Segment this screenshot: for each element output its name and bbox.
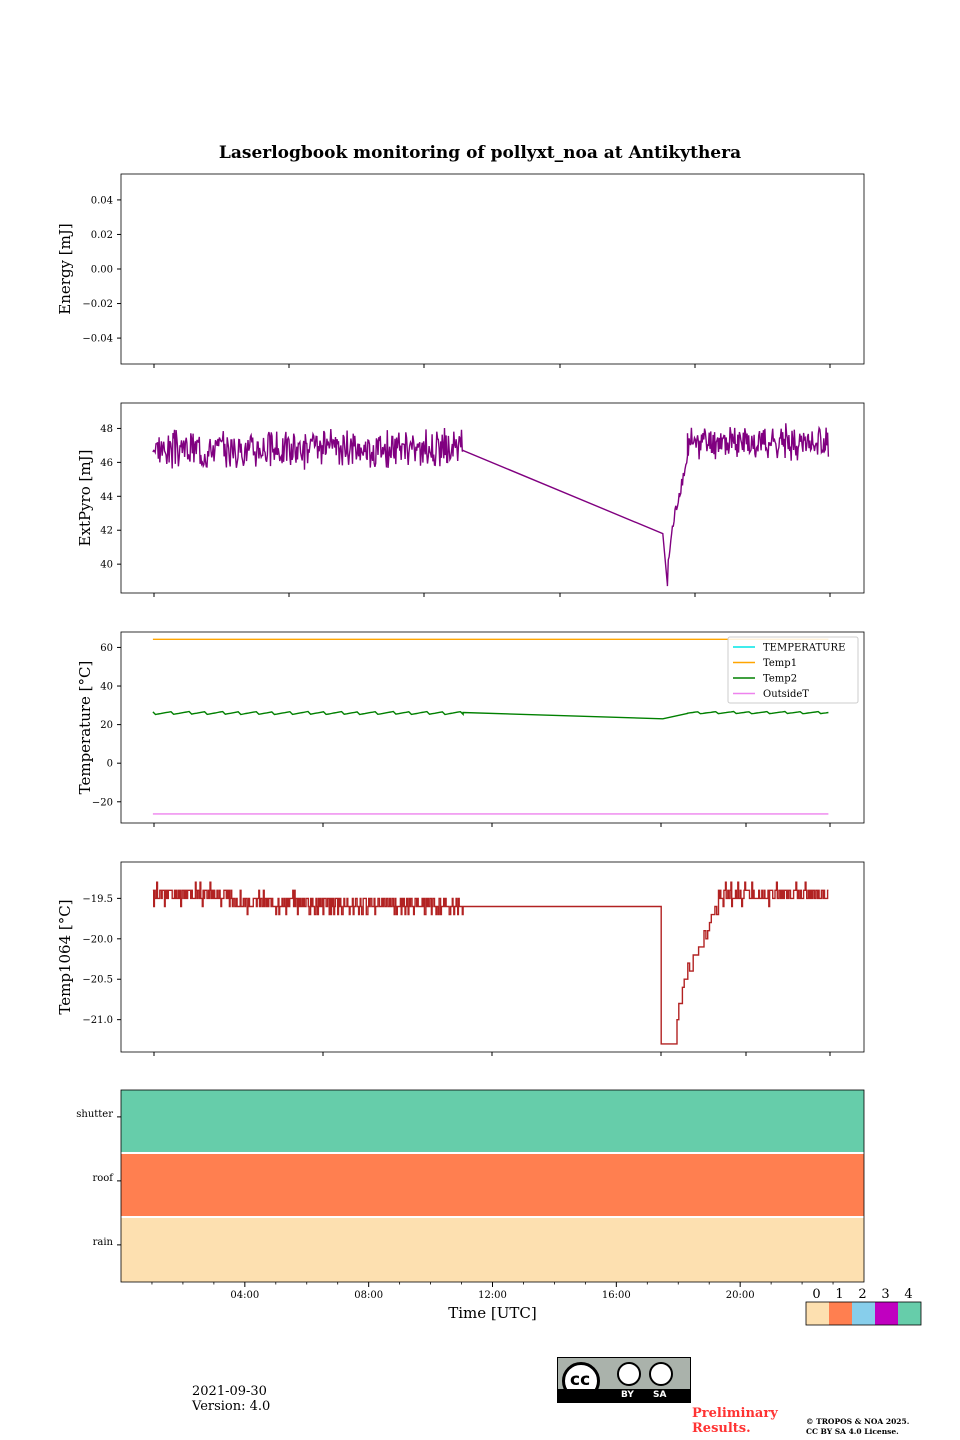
legend-box bbox=[727, 636, 859, 704]
preliminary-line1: Preliminary bbox=[692, 1406, 778, 1421]
plot-frame bbox=[120, 631, 865, 824]
ytick-label: 44 bbox=[100, 492, 113, 503]
preliminary-line2: Results. bbox=[692, 1421, 751, 1436]
colorbar-tick-label: 4 bbox=[904, 1287, 912, 1302]
panel-2: 40 42 44 46 48 ExtPyro [mJ] bbox=[76, 402, 865, 597]
legend-label-temp2: Temp2 bbox=[763, 674, 797, 685]
yaxis-label: Temperature [°C] bbox=[76, 661, 94, 795]
xtick-label: 08:00 bbox=[354, 1290, 383, 1301]
yaxis-label: ExtPyro [mJ] bbox=[76, 450, 94, 547]
ytick-label: −0.04 bbox=[82, 334, 113, 345]
ytick-label: −20.5 bbox=[82, 975, 113, 986]
copyright-notice: © TROPOS & NOA 2025. CC BY SA 4.0 Licens… bbox=[806, 1417, 909, 1437]
ytick-label: −20.0 bbox=[82, 934, 113, 945]
ytick-label: 0 bbox=[107, 759, 113, 770]
copyright-line2: CC BY SA 4.0 License. bbox=[806, 1427, 899, 1436]
by-label: BY bbox=[621, 1390, 634, 1400]
yaxis-label: Temp1064 [°C] bbox=[56, 899, 74, 1014]
colorbar-swatch-3 bbox=[875, 1302, 898, 1325]
colorbar-tick-label: 2 bbox=[858, 1287, 866, 1302]
ytick-label: 40 bbox=[100, 682, 113, 693]
xtick-label: 12:00 bbox=[478, 1290, 507, 1301]
plot-frame bbox=[120, 861, 865, 1053]
chart-title: Laserlogbook monitoring of pollyxt_noa a… bbox=[219, 143, 741, 163]
ytick-label: −20 bbox=[92, 797, 113, 808]
series-line bbox=[152, 881, 829, 1045]
series-line bbox=[152, 423, 830, 587]
series-line-temp2 bbox=[152, 710, 829, 720]
ytick-label-shutter: shutter bbox=[76, 1109, 113, 1120]
ytick-label: 48 bbox=[100, 424, 113, 435]
ytick-label-rain: rain bbox=[93, 1237, 114, 1248]
xaxis-label: Time [UTC] bbox=[448, 1304, 537, 1322]
legend-label-temp1: Temp1 bbox=[763, 658, 797, 669]
ytick-label: 0.04 bbox=[91, 195, 113, 206]
ytick-label: 0.02 bbox=[91, 230, 113, 241]
ytick-label: 60 bbox=[100, 643, 113, 654]
sa-label: SA bbox=[653, 1390, 667, 1400]
panel-3: 60 40 20 0 −20 Temperature [°C] TEMPERATURE Tem… bbox=[76, 631, 865, 827]
attribution-icon bbox=[617, 1362, 641, 1386]
colorbar-swatch-1 bbox=[829, 1302, 852, 1325]
status-band-roof bbox=[121, 1154, 864, 1216]
colorbar-swatch-2 bbox=[852, 1302, 875, 1325]
copyright-line1: © TROPOS & NOA 2025. bbox=[806, 1417, 910, 1426]
ytick-label: 46 bbox=[100, 458, 113, 469]
footer-version: Version: 4.0 bbox=[192, 1399, 271, 1414]
status-band-rain bbox=[121, 1218, 864, 1282]
xtick-label: 04:00 bbox=[230, 1290, 259, 1301]
xtick-label: 20:00 bbox=[726, 1290, 755, 1301]
panel-5: shutter roof rain 04:00 08:00 12:00 16:00 20:00… bbox=[76, 1089, 922, 1326]
colorbar-swatch-0 bbox=[806, 1302, 829, 1325]
footer-date: 2021-09-30 bbox=[192, 1384, 267, 1399]
xtick-label: 16:00 bbox=[602, 1290, 631, 1301]
ytick-label: 40 bbox=[100, 560, 113, 571]
status-band-shutter bbox=[121, 1090, 864, 1152]
plot-frame bbox=[120, 173, 865, 365]
colorbar-tick-label: 1 bbox=[835, 1287, 843, 1302]
cc-icon-label: cc bbox=[570, 1370, 591, 1390]
colorbar-swatch-4 bbox=[898, 1302, 921, 1325]
ytick-label: 20 bbox=[100, 720, 113, 731]
ytick-label: 0.00 bbox=[91, 265, 113, 276]
colorbar-frame bbox=[805, 1301, 922, 1326]
share-alike-icon bbox=[649, 1362, 673, 1386]
legend-label-outsidet: OutsideT bbox=[763, 689, 809, 700]
cc-license-badge[interactable]: cc BY SA bbox=[557, 1357, 691, 1403]
ytick-label: −19.5 bbox=[82, 894, 113, 905]
panel-4: −19.5 −20.0 −20.5 −21.0 Temp1064 [°C] bbox=[56, 861, 865, 1056]
yaxis-label: Energy [mJ] bbox=[56, 223, 74, 314]
preliminary-notice: Preliminary Results. bbox=[692, 1406, 778, 1436]
ytick-label-roof: roof bbox=[92, 1173, 114, 1184]
legend-label-temperature: TEMPERATURE bbox=[763, 643, 845, 654]
plot-frame bbox=[120, 402, 865, 594]
ytick-label: −0.02 bbox=[82, 299, 113, 310]
colorbar-tick-label: 0 bbox=[812, 1287, 820, 1302]
ytick-label: 42 bbox=[100, 526, 113, 537]
panel-1: 0.04 0.02 0.00 −0.02 −0.04 Energy [mJ] bbox=[56, 173, 865, 368]
colorbar-tick-label: 3 bbox=[881, 1287, 889, 1302]
ytick-label: −21.0 bbox=[82, 1015, 113, 1026]
footer-date-version: 2021-09-30 Version: 4.0 bbox=[192, 1384, 270, 1414]
